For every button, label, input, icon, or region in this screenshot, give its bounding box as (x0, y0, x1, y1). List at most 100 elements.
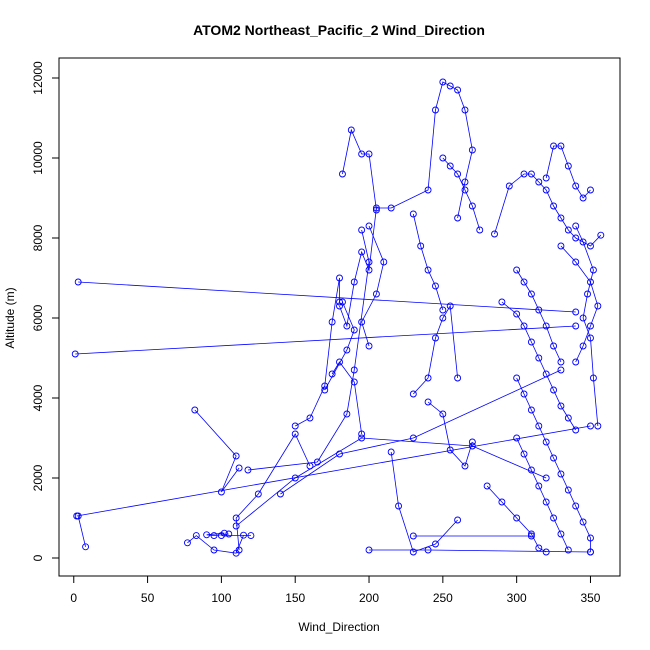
y-tick-label: 12000 (31, 61, 45, 95)
data-point (498, 498, 506, 506)
data-point (336, 274, 343, 282)
data-point (432, 540, 439, 548)
data-point (527, 530, 535, 538)
data-point (550, 202, 558, 210)
data-point (461, 178, 469, 186)
data-point (587, 322, 594, 330)
x-axis: 0 50 100 150 200 250 300 350 (70, 575, 601, 605)
data-point (339, 298, 346, 306)
series-line (390, 451, 458, 553)
data-point (424, 398, 432, 406)
series-line (76, 425, 591, 517)
data-point (579, 342, 587, 350)
data-point (498, 298, 506, 306)
data-point (254, 490, 262, 498)
series-line (516, 269, 562, 363)
plot-frame (58, 57, 621, 577)
data-point (439, 314, 447, 322)
x-tick-label: 200 (359, 591, 379, 605)
data-point (347, 126, 355, 134)
data-point (535, 482, 543, 490)
data-point (291, 430, 299, 438)
series-line (442, 157, 481, 231)
x-tick-label: 0 (70, 591, 77, 605)
data-point (572, 258, 580, 266)
data-point (454, 516, 462, 524)
data-point (210, 546, 218, 554)
series-line (361, 225, 385, 347)
data-point (550, 386, 558, 394)
data-point (461, 462, 469, 470)
series-line (280, 369, 562, 495)
data-point (232, 522, 240, 530)
data-point (247, 532, 255, 540)
data-point (454, 374, 462, 382)
data-point (365, 150, 373, 158)
series-line (247, 229, 370, 471)
data-point (424, 186, 432, 194)
data-point (550, 514, 558, 522)
data-point (409, 548, 417, 556)
series-line (501, 301, 577, 431)
data-point (557, 470, 565, 478)
series-line (295, 277, 340, 427)
data-point (446, 162, 454, 170)
series-line (194, 409, 240, 493)
data-point (432, 282, 439, 290)
data-point (597, 231, 605, 239)
data-point (527, 406, 535, 414)
series-line (78, 281, 576, 313)
y-axis: 0 2000 4000 6000 8000 10000 12000 (31, 61, 60, 561)
data-point (183, 539, 191, 547)
data-point (587, 422, 594, 430)
data-point (321, 386, 329, 394)
data-point (217, 488, 225, 496)
data-point (365, 342, 373, 350)
y-tick-label: 10000 (31, 141, 45, 175)
data-point (372, 206, 380, 214)
y-tick-label: 6000 (31, 304, 45, 331)
data-point (321, 382, 329, 390)
data-point (71, 350, 79, 358)
data-point (424, 374, 432, 382)
data-point (192, 532, 200, 540)
data-point (365, 546, 373, 554)
data-point (350, 326, 358, 334)
data-point (328, 370, 336, 378)
data-point (535, 354, 543, 362)
data-point (191, 406, 199, 414)
data-point (73, 512, 81, 520)
series-line (516, 437, 569, 551)
data-point (557, 214, 565, 222)
data-point (454, 170, 462, 178)
data-point (587, 278, 594, 286)
data-point (372, 290, 380, 298)
chart-title: ATOM2 Northeast_Pacific_2 Wind_Direction (193, 22, 485, 38)
data-point (409, 390, 417, 398)
data-point (235, 464, 243, 472)
series-line (412, 213, 444, 311)
data-point (339, 170, 346, 178)
data-point (589, 266, 597, 274)
data-point (587, 334, 594, 342)
data-point (557, 142, 565, 150)
data-point (446, 82, 454, 90)
series-line (575, 225, 599, 427)
y-tick-label: 0 (31, 554, 45, 561)
data-point (232, 514, 240, 522)
data-point (513, 514, 521, 522)
series-line (516, 377, 591, 552)
data-point (542, 186, 550, 194)
data-point (358, 226, 366, 234)
data-point (454, 214, 462, 222)
data-point (589, 374, 597, 382)
data-point (587, 548, 594, 556)
data-point (328, 318, 336, 326)
x-tick-label: 300 (507, 591, 527, 605)
data-point (358, 434, 366, 442)
data-point (468, 438, 476, 446)
data-point (587, 242, 594, 250)
data-point (572, 234, 580, 242)
data-point (358, 318, 366, 326)
data-point (520, 278, 528, 286)
